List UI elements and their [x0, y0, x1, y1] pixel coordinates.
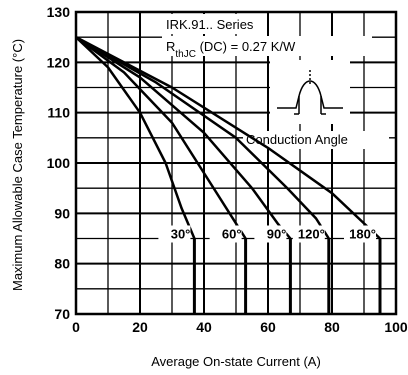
rth-prefix: R — [166, 39, 175, 54]
series-label: 60° — [222, 227, 242, 242]
rth-text: RthJC (DC) = 0.27 K/W — [166, 39, 296, 60]
plot-frame — [74, 10, 398, 316]
rth-subscript: thJC — [175, 49, 196, 60]
inset-label-background — [243, 131, 389, 149]
tick-labels: 0 20 40 60 80 100 70 80 90 100 110 120 130 — [47, 4, 408, 335]
x-tick-label: 40 — [196, 319, 212, 335]
chart-title: IRK.91.. Series — [166, 17, 254, 32]
series-label: 30° — [171, 227, 191, 242]
series-label-background — [254, 225, 287, 243]
series-label-background — [209, 225, 242, 243]
y-axis-label: Maximum Allowable Case Temperature (°C) — [10, 39, 25, 291]
x-tick-label: 60 — [260, 319, 276, 335]
inset-background — [270, 60, 350, 124]
x-tick-label: 0 — [72, 319, 80, 335]
x-axis-label: Average On-state Current (A) — [151, 354, 321, 369]
inset-label: Conduction Angle — [246, 132, 348, 147]
rth-suffix: (DC) = 0.27 K/W — [196, 39, 296, 54]
y-tick-label: 120 — [47, 54, 71, 70]
series-line — [75, 36, 330, 240]
series-label-background — [158, 225, 191, 243]
y-tick-label: 100 — [47, 155, 71, 171]
rth-background — [162, 36, 372, 56]
series-label: 120° — [298, 227, 325, 242]
conduction-waveform-icon — [277, 70, 343, 115]
title-background — [162, 14, 262, 34]
series-label: 180° — [349, 227, 376, 242]
y-tick-label: 70 — [54, 306, 70, 322]
y-tick-label: 110 — [47, 105, 70, 121]
series-label-background — [344, 225, 376, 243]
x-tick-label: 20 — [132, 319, 148, 335]
y-tick-label: 80 — [54, 256, 70, 272]
x-tick-label: 80 — [324, 319, 340, 335]
x-tick-label: 100 — [384, 319, 408, 335]
series-label-background — [292, 225, 325, 243]
series-group: 30° 60° 90° 120° 180° — [75, 36, 382, 314]
grid — [76, 12, 396, 314]
series-line — [75, 36, 196, 239]
y-tick-label: 130 — [47, 4, 71, 20]
y-tick-label: 90 — [54, 205, 70, 221]
series-label: 90° — [267, 227, 287, 242]
